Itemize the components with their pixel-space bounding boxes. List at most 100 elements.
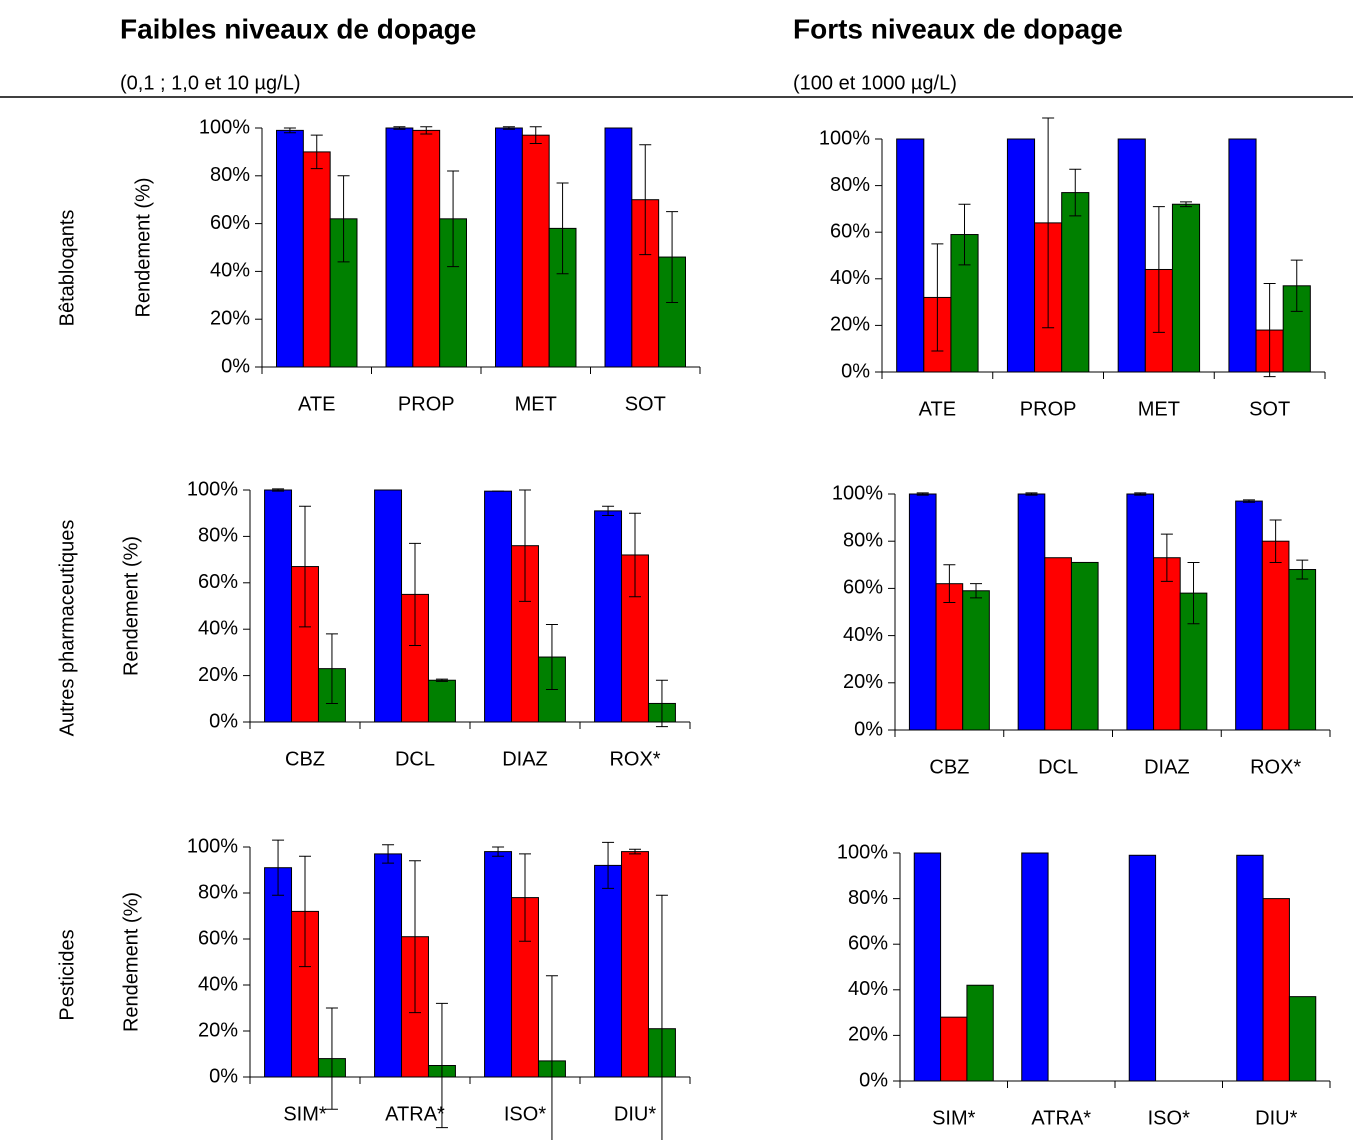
x-tick-label: DIU* [1255, 1107, 1297, 1129]
error-bar [283, 127, 296, 134]
y-tick-label: 20% [830, 314, 870, 336]
x-tick-label: MET [1138, 398, 1180, 420]
bar [1017, 493, 1046, 731]
error-bar [655, 679, 668, 728]
bar [594, 510, 623, 723]
x-tick-label: DIAZ [1144, 756, 1190, 778]
error-bar [393, 126, 406, 130]
x-tick-label: ATRA* [385, 1103, 445, 1125]
y-tick-label: 80% [198, 525, 238, 547]
column-subtitle: (0,1 ; 1,0 et 10 µg/L) [120, 72, 301, 94]
y-tick-label: 100% [837, 841, 888, 863]
x-tick-label: SOT [625, 393, 666, 415]
error-bar [1180, 201, 1193, 208]
bar [276, 129, 304, 368]
error-bar [556, 182, 569, 275]
error-bar [409, 860, 421, 1014]
bar [1171, 203, 1201, 373]
x-tick-label: PROP [1020, 398, 1077, 420]
y-tick-label: 40% [848, 978, 888, 1000]
error-bar [502, 126, 515, 130]
error-bar [299, 505, 311, 628]
x-tick-label: PROP [398, 393, 455, 415]
y-tick-label: 0% [209, 710, 238, 732]
error-bar [655, 894, 668, 1140]
y-tick-label: 60% [843, 577, 883, 599]
bar [594, 864, 623, 1078]
error-bar [666, 211, 679, 303]
x-tick-label: DIAZ [502, 748, 548, 770]
x-tick-label: ATE [919, 398, 956, 420]
y-tick-label: 80% [830, 174, 870, 196]
y-tick-label: 40% [198, 973, 238, 995]
y-tick-label: 20% [210, 307, 250, 329]
error-bar [545, 624, 558, 691]
error-bar [492, 846, 505, 857]
y-tick-label: 80% [843, 529, 883, 551]
y-axis-label: Rendement (%) [120, 536, 142, 676]
bar [385, 127, 414, 368]
error-bar [1187, 561, 1200, 625]
error-bar [1296, 559, 1309, 580]
error-bar [337, 175, 350, 263]
bar [427, 679, 456, 723]
bar [908, 493, 937, 731]
y-tick-label: 20% [843, 671, 883, 693]
x-tick-label: CBZ [285, 748, 325, 770]
bar [374, 489, 403, 723]
x-tick-label: SOT [1249, 398, 1290, 420]
y-tick-label: 0% [841, 360, 870, 382]
bar [1117, 138, 1146, 373]
bar [950, 234, 979, 373]
bar [1006, 138, 1036, 373]
column-title: Forts niveaux de dopage [793, 13, 1123, 44]
bar [1262, 898, 1290, 1082]
y-tick-label: 60% [830, 220, 870, 242]
error-bar [519, 853, 531, 942]
column-subtitle: (100 et 1000 µg/L) [793, 72, 957, 94]
bar [935, 583, 964, 731]
error-bar [382, 844, 395, 864]
error-bar [1242, 499, 1255, 503]
error-bar [602, 505, 615, 517]
y-tick-label: 60% [210, 212, 250, 234]
bar [1044, 557, 1072, 731]
error-bar [299, 855, 311, 968]
error-bar [1134, 492, 1147, 496]
error-bar [1069, 168, 1082, 217]
y-axis-label: Rendement (%) [132, 177, 154, 317]
x-tick-label: ROX* [1250, 756, 1301, 778]
y-tick-label: 0% [859, 1069, 888, 1091]
y-tick-label: 80% [198, 881, 238, 903]
y-tick-label: 100% [819, 127, 870, 149]
y-tick-label: 100% [199, 116, 250, 138]
y-tick-label: 40% [210, 260, 250, 282]
y-tick-label: 40% [198, 617, 238, 639]
x-tick-label: DCL [395, 748, 435, 770]
x-tick-label: ATE [298, 393, 335, 415]
error-bar [1160, 533, 1173, 582]
error-bar [629, 512, 641, 598]
error-bar [1263, 282, 1276, 378]
bar [412, 129, 441, 368]
bar [521, 134, 550, 368]
y-tick-label: 0% [221, 355, 250, 377]
bar [302, 151, 331, 368]
bar [1235, 500, 1263, 731]
column-title: Faibles niveaux de dopage [120, 13, 476, 44]
error-bar [325, 633, 338, 704]
error-bar [325, 1007, 338, 1110]
error-bar [409, 542, 421, 646]
y-tick-label: 60% [198, 927, 238, 949]
y-axis-label: Rendement (%) [120, 892, 142, 1032]
y-tick-label: 60% [198, 571, 238, 593]
x-tick-label: CBZ [929, 756, 969, 778]
y-tick-label: 20% [848, 1024, 888, 1046]
x-tick-label: ISO* [504, 1103, 546, 1125]
error-bar [970, 583, 983, 599]
error-bar [447, 170, 460, 268]
y-tick-label: 60% [848, 932, 888, 954]
error-bar [272, 488, 285, 492]
bar [484, 851, 513, 1078]
